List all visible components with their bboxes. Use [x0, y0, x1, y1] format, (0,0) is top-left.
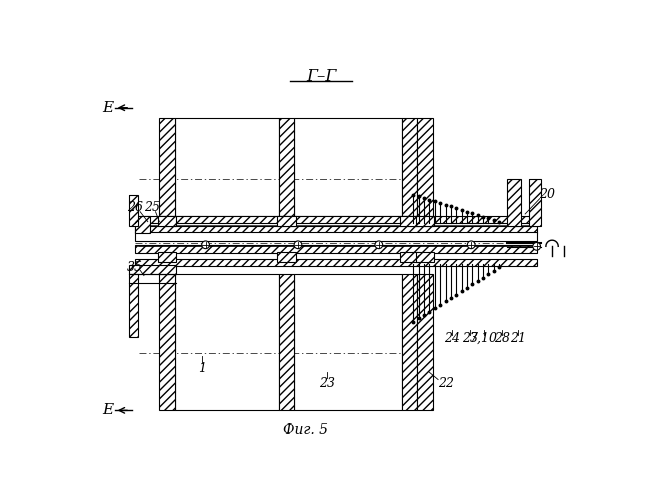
Bar: [416, 216, 434, 226]
Bar: [160, 274, 175, 410]
Circle shape: [294, 241, 302, 248]
Text: 25: 25: [143, 202, 160, 214]
Bar: [278, 118, 294, 216]
Bar: [417, 274, 433, 410]
Text: 35: 35: [127, 262, 143, 274]
Text: 21: 21: [510, 332, 526, 345]
Bar: [529, 180, 541, 226]
Bar: [277, 252, 296, 262]
Bar: [401, 216, 419, 226]
Bar: [402, 274, 417, 410]
Bar: [135, 216, 537, 223]
Bar: [294, 274, 402, 410]
Text: 27: 27: [462, 332, 477, 345]
Bar: [294, 118, 402, 216]
Bar: [129, 194, 138, 226]
Bar: [417, 274, 433, 410]
Bar: [507, 180, 521, 226]
Text: 3,10: 3,10: [470, 332, 498, 345]
Text: 23: 23: [319, 377, 335, 390]
Bar: [277, 252, 296, 262]
Bar: [416, 216, 434, 226]
Bar: [175, 118, 278, 216]
Bar: [401, 252, 419, 262]
Bar: [277, 216, 296, 226]
Bar: [158, 216, 176, 226]
Circle shape: [467, 241, 475, 248]
Bar: [416, 252, 434, 262]
Text: Г–Г: Г–Г: [306, 68, 337, 86]
Bar: [175, 274, 278, 410]
Bar: [135, 226, 537, 233]
Text: 20: 20: [539, 188, 556, 201]
Bar: [416, 252, 434, 262]
Bar: [135, 216, 150, 233]
Bar: [129, 274, 138, 337]
Bar: [278, 274, 294, 410]
Text: 1: 1: [198, 362, 205, 374]
Bar: [129, 274, 138, 337]
Bar: [529, 180, 541, 226]
Bar: [129, 265, 176, 274]
Bar: [135, 232, 537, 241]
Text: 22: 22: [438, 377, 453, 390]
Circle shape: [375, 241, 382, 248]
Bar: [135, 216, 537, 223]
Circle shape: [202, 241, 209, 248]
Bar: [278, 118, 294, 216]
Circle shape: [533, 242, 541, 250]
Text: E: E: [102, 404, 113, 417]
Bar: [401, 216, 419, 226]
Bar: [417, 118, 433, 216]
Bar: [160, 274, 175, 410]
Text: 28: 28: [494, 332, 510, 345]
Bar: [278, 274, 294, 410]
Bar: [277, 216, 296, 226]
Bar: [160, 118, 175, 216]
Bar: [402, 274, 417, 410]
Bar: [135, 226, 537, 233]
Bar: [135, 245, 537, 252]
Bar: [158, 252, 176, 262]
Bar: [135, 258, 537, 266]
Bar: [402, 118, 417, 216]
Bar: [135, 245, 537, 252]
Bar: [401, 252, 419, 262]
Text: 26: 26: [127, 202, 143, 214]
Bar: [158, 216, 176, 226]
Bar: [160, 118, 175, 216]
Bar: [417, 118, 433, 216]
Text: 24: 24: [444, 332, 460, 345]
Bar: [129, 194, 138, 226]
Bar: [507, 180, 521, 226]
Bar: [402, 118, 417, 216]
Bar: [158, 252, 176, 262]
Bar: [129, 265, 176, 274]
Bar: [135, 258, 537, 266]
Bar: [135, 216, 150, 233]
Text: E: E: [102, 100, 113, 114]
Text: Фиг. 5: Фиг. 5: [283, 422, 328, 436]
